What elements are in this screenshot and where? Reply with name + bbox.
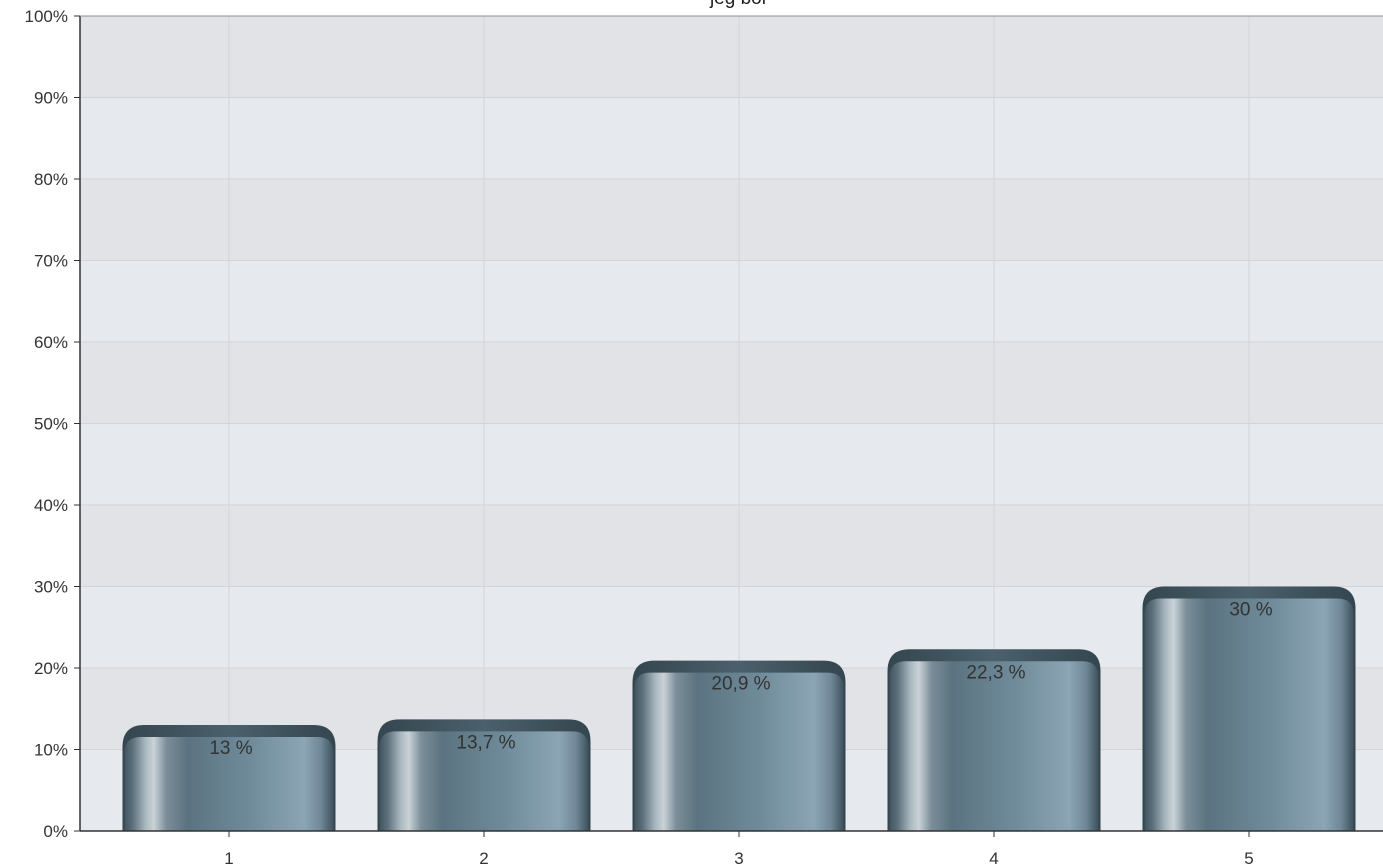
bar-group [122, 725, 336, 831]
y-tick-label: 90% [34, 89, 68, 108]
bar-group [887, 649, 1101, 831]
data-label: 13,7 % [456, 732, 515, 753]
y-tick-label: 0% [43, 822, 68, 841]
bar-group [632, 660, 846, 831]
data-label: 13 % [209, 738, 252, 759]
data-label: 20,9 % [711, 674, 770, 695]
y-tick-label: 10% [34, 741, 68, 760]
plot-band [80, 505, 1383, 587]
plot-band [80, 423, 1383, 505]
plot-band [80, 179, 1383, 261]
bar-face [634, 672, 844, 831]
plot-band [80, 260, 1383, 342]
plot-band [80, 97, 1383, 179]
y-tick-label: 70% [34, 252, 68, 271]
data-label: 22,3 % [966, 662, 1025, 683]
x-tick-label: 5 [1244, 849, 1253, 868]
x-tick-label: 3 [734, 849, 743, 868]
plot-band [80, 342, 1383, 424]
bar-face [1144, 598, 1354, 831]
y-tick-label: 30% [34, 578, 68, 597]
y-tick-label: 20% [34, 659, 68, 678]
labels: 0% 10% 20% 30% 40% 50% 60% 70% 80% 90% 100% 13 % 1 13… [25, 7, 1273, 868]
bar-face [379, 731, 589, 831]
y-tick-label: 100% [25, 7, 68, 26]
bars [122, 586, 1356, 831]
data-label: 30 % [1229, 600, 1272, 621]
chart-title: jeg bor [709, 0, 769, 9]
y-tick-label: 80% [34, 170, 68, 189]
bar-group [377, 719, 591, 831]
axes [74, 15, 1383, 837]
bar-group [1142, 586, 1356, 831]
x-tick-label: 4 [989, 849, 998, 868]
plot-band [80, 16, 1383, 98]
x-tick-label: 2 [479, 849, 488, 868]
y-tick-label: 50% [34, 415, 68, 434]
y-tick-label: 40% [34, 496, 68, 515]
y-tick-label: 60% [34, 333, 68, 352]
bar-face [889, 661, 1099, 831]
x-tick-label: 1 [224, 849, 233, 868]
bar-face [124, 737, 334, 831]
